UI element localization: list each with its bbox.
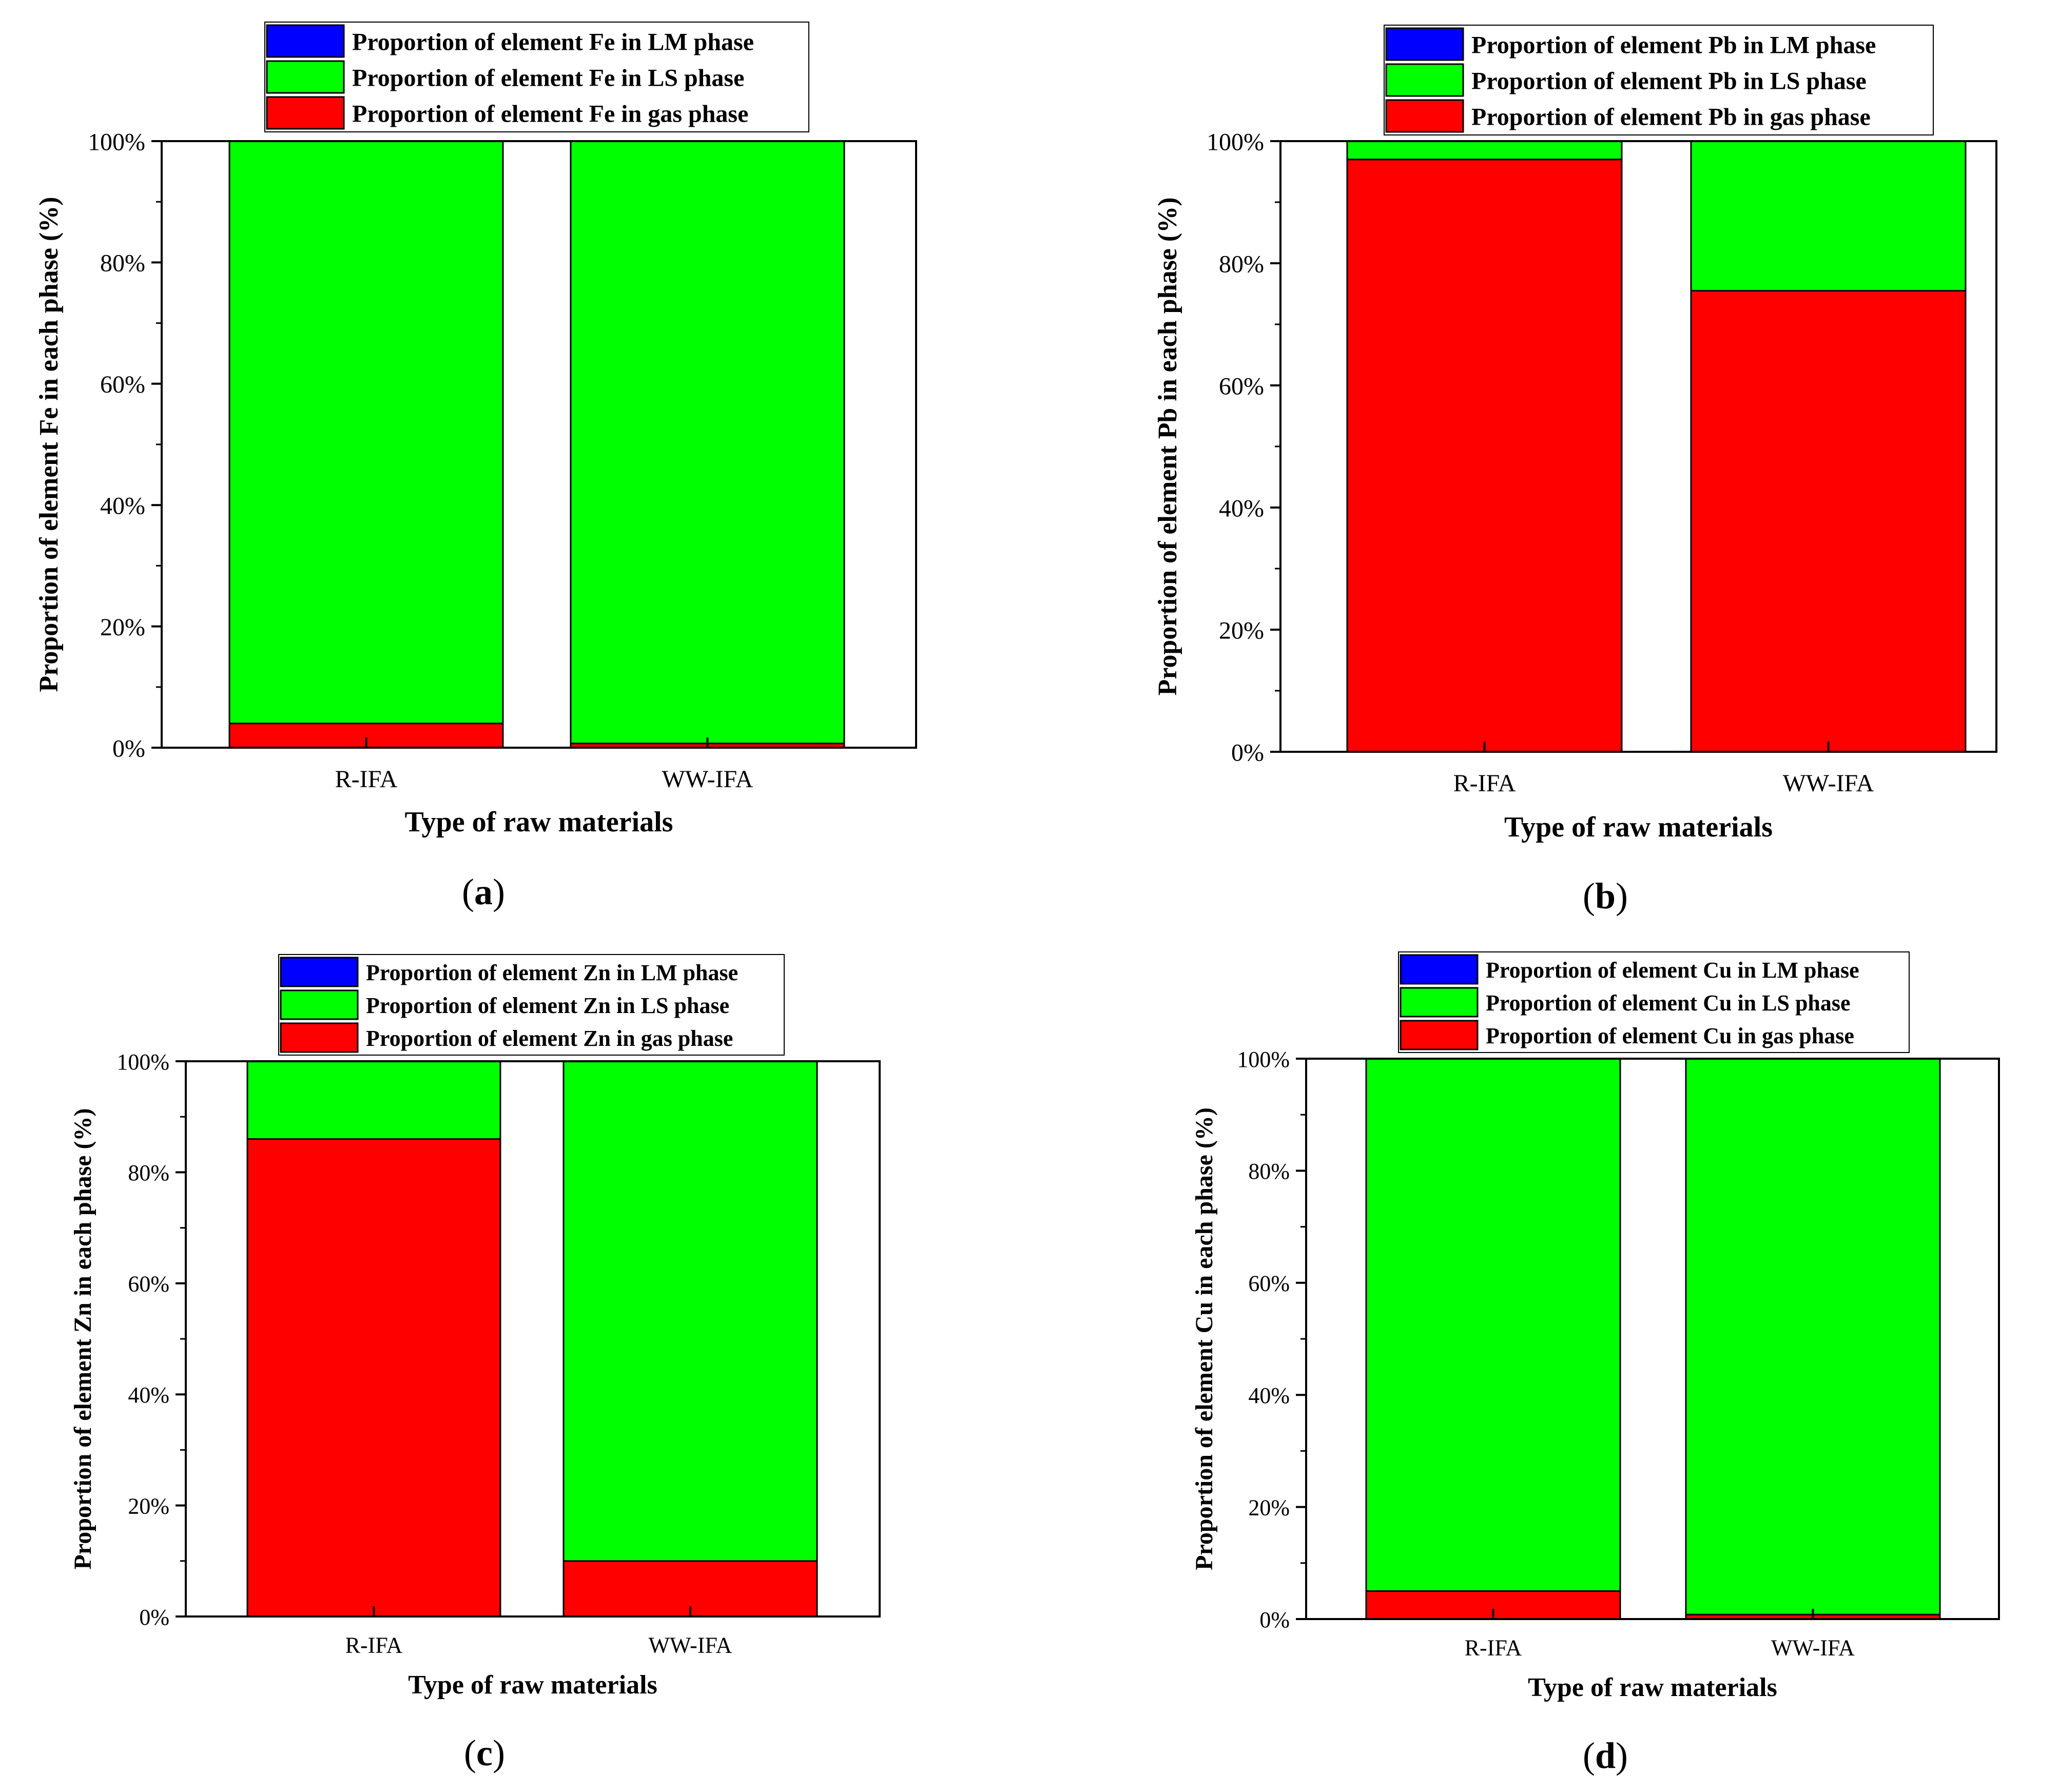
- y-tick-label: 0%: [112, 735, 145, 762]
- legend-swatch-gas: [266, 96, 345, 130]
- x-tick-label-r-ifa: R-IFA: [345, 1632, 403, 1658]
- x-tick-label-ww-ifa: WW-IFA: [662, 766, 753, 793]
- x-axis-title: Type of raw materials: [1528, 1673, 1777, 1702]
- y-tick-label: 60%: [100, 371, 145, 398]
- x-tick-label-ww-ifa: WW-IFA: [1771, 1635, 1855, 1660]
- legend-label-lm: Proportion of element Cu in LM phase: [1486, 958, 1859, 983]
- legend-swatch-lm: [1385, 27, 1464, 61]
- chart-panel-c: 0% 20% 40% 60% 80% 100% R-IFA WW-IFA Type of raw…: [69, 954, 881, 1774]
- legend-label-ls: Proportion of element Pb in LS phase: [1471, 67, 1867, 94]
- bar-ls-r-ifa: [1346, 140, 1623, 161]
- legend-label-lm: Proportion of element Pb in LM phase: [1471, 31, 1876, 59]
- legend-swatch-ls: [266, 60, 345, 94]
- legend-label-gas: Proportion of element Pb in gas phase: [1471, 103, 1871, 130]
- y-tick-label: 60%: [1219, 373, 1264, 400]
- y-tick-label: 80%: [1248, 1159, 1290, 1184]
- bar-ls-r-ifa: [246, 1060, 501, 1140]
- y-tick-label: 100%: [88, 128, 145, 155]
- y-tick-label: 40%: [1248, 1383, 1290, 1408]
- legend-c: Proportion of element Zn in LM phase Prop…: [278, 954, 785, 1056]
- legend-label-gas: Proportion of element Zn in gas phase: [366, 1026, 733, 1051]
- y-tick-label: 40%: [128, 1382, 169, 1408]
- y-tick-label: 40%: [1219, 495, 1264, 522]
- legend-d: Proportion of element Cu in LM phase Prop…: [1398, 951, 1910, 1053]
- y-tick-label: 100%: [1237, 1047, 1290, 1072]
- legend-label-ls: Proportion of element Zn in LS phase: [366, 993, 729, 1018]
- legend-label-gas: Proportion of element Cu in gas phase: [1486, 1023, 1854, 1048]
- legend-swatch-lm: [1400, 954, 1479, 985]
- bar-ls-ww-ifa: [1690, 140, 1967, 292]
- legend-a: Proportion of element Fe in LM phase Prop…: [264, 22, 809, 132]
- x-tick-label-r-ifa: R-IFA: [1465, 1635, 1522, 1660]
- legend-label-gas: Proportion of element Fe in gas phase: [352, 100, 748, 127]
- panel-label-d: (d): [1583, 1735, 1628, 1776]
- bar-ls-ww-ifa: [562, 1060, 818, 1562]
- legend-swatch-gas: [1385, 99, 1464, 133]
- y-tick-label: 0%: [139, 1605, 169, 1630]
- y-tick-label: 60%: [1248, 1271, 1290, 1296]
- legend-box: [1384, 25, 1934, 135]
- y-axis-title: Proportion of element Zn in each phase (…: [69, 1108, 96, 1569]
- bar-ls-r-ifa: [228, 140, 504, 725]
- y-axis-title: Proportion of element Cu in each phase (…: [1191, 1107, 1218, 1570]
- x-axis-title: Type of raw materials: [1504, 811, 1773, 843]
- bar-ls-ww-ifa: [570, 140, 845, 745]
- x-tick-label-r-ifa: R-IFA: [335, 766, 398, 793]
- y-tick-label: 0%: [1259, 1607, 1290, 1632]
- legend-swatch-lm: [266, 24, 345, 58]
- bar-gas-r-ifa: [246, 1138, 501, 1618]
- legend-swatch-lm: [280, 957, 359, 987]
- chart-panel-a: 0% 20% 40% 60% 80% 100% R-IFA WW-IFA Type of raw…: [34, 22, 917, 912]
- panel-label-a: (a): [462, 871, 505, 912]
- legend-label-ls: Proportion of element Cu in LS phase: [1486, 990, 1851, 1016]
- y-tick-label: 80%: [100, 250, 145, 277]
- legend-label-lm: Proportion of element Zn in LM phase: [366, 960, 738, 985]
- y-tick-label: 80%: [128, 1160, 169, 1185]
- y-tick-label: 20%: [1248, 1495, 1290, 1520]
- x-tick-label-ww-ifa: WW-IFA: [649, 1632, 732, 1658]
- y-tick-label: 20%: [128, 1493, 169, 1518]
- y-tick-label: 40%: [100, 492, 145, 519]
- legend-swatch-gas: [1400, 1020, 1479, 1050]
- x-tick-label-ww-ifa: WW-IFA: [1783, 770, 1874, 797]
- legend-swatch-ls: [1385, 63, 1464, 97]
- y-axis-title: Proportion of element Fe in each phase (…: [34, 197, 64, 692]
- y-tick-label: 60%: [128, 1272, 169, 1297]
- chart-panel-b: 0% 20% 40% 60% 80% 100% R-IFA WW-IFA Type of raw…: [1153, 25, 1997, 917]
- x-axis-title: Type of raw materials: [408, 1670, 657, 1700]
- chart-panel-d: 0% 20% 40% 60% 80% 100% R-IFA WW-IFA Type of raw…: [1191, 951, 2000, 1776]
- y-tick-label: 20%: [1219, 617, 1264, 644]
- legend-box: [264, 22, 809, 132]
- legend-box: [278, 954, 785, 1056]
- bar-ls-r-ifa: [1365, 1058, 1621, 1592]
- panel-label-b: (b): [1583, 875, 1628, 917]
- legend-label-lm: Proportion of element Fe in LM phase: [352, 28, 754, 55]
- legend-label-ls: Proportion of element Fe in LS phase: [352, 64, 744, 91]
- legend-swatch-ls: [280, 989, 359, 1020]
- bar-ls-ww-ifa: [1685, 1058, 1941, 1615]
- x-axis-title: Type of raw materials: [404, 806, 673, 838]
- bar-gas-r-ifa: [1346, 159, 1623, 753]
- bar-gas-ww-ifa: [1690, 290, 1967, 753]
- y-tick-label: 100%: [1207, 128, 1264, 155]
- legend-swatch-gas: [280, 1022, 359, 1053]
- legend-b: Proportion of element Pb in LM phase Prop…: [1384, 25, 1934, 135]
- legend-box: [1398, 951, 1910, 1053]
- y-tick-label: 80%: [1219, 250, 1264, 278]
- y-axis-title: Proportion of element Pb in each phase (…: [1153, 197, 1182, 695]
- y-tick-label: 100%: [116, 1049, 169, 1075]
- y-tick-label: 20%: [100, 614, 145, 641]
- panel-label-c: (c): [464, 1732, 505, 1774]
- legend-swatch-ls: [1400, 987, 1479, 1018]
- x-tick-label-r-ifa: R-IFA: [1453, 770, 1516, 797]
- y-tick-label: 0%: [1231, 739, 1264, 766]
